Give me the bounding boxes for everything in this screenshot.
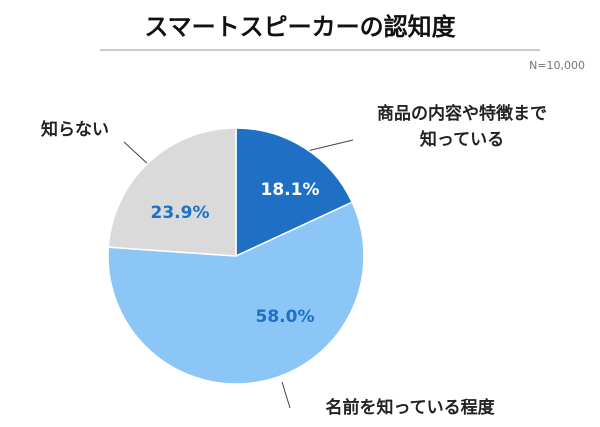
pie-slice bbox=[107, 127, 237, 257]
pie-slice bbox=[107, 201, 365, 385]
leader-line bbox=[281, 381, 291, 409]
category-label: 知らない bbox=[41, 120, 109, 140]
sample-note: N=10,000 bbox=[529, 59, 585, 72]
leader-line bbox=[123, 141, 151, 167]
category-label: 名前を知っている程度 bbox=[325, 398, 495, 418]
value-label: 58.0% bbox=[256, 307, 315, 327]
value-label: 18.1% bbox=[261, 180, 320, 200]
category-label: 商品の内容や特徴まで 知っている bbox=[377, 104, 547, 150]
value-label: 23.9% bbox=[151, 203, 210, 223]
leader-lines bbox=[123, 139, 354, 409]
chart-title: スマートスピーカーの認知度 bbox=[144, 13, 456, 41]
pie-slice bbox=[235, 127, 354, 258]
leader-line bbox=[302, 139, 354, 153]
